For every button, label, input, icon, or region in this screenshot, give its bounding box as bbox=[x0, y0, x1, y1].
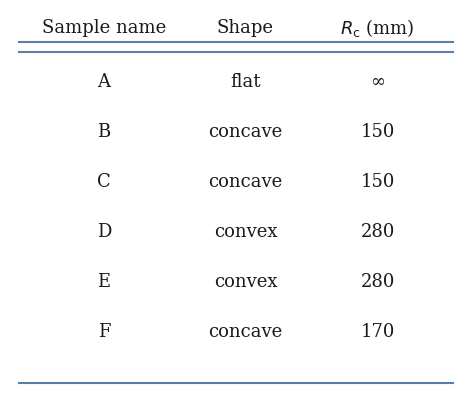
Text: concave: concave bbox=[208, 173, 283, 191]
Text: Sample name: Sample name bbox=[42, 19, 166, 37]
Text: flat: flat bbox=[230, 72, 261, 91]
Text: B: B bbox=[97, 123, 110, 141]
Text: convex: convex bbox=[214, 223, 277, 241]
Text: F: F bbox=[98, 323, 110, 341]
Text: A: A bbox=[97, 72, 110, 91]
Text: 170: 170 bbox=[361, 323, 395, 341]
Text: 150: 150 bbox=[361, 123, 395, 141]
Text: $R_{\rm c}$ (mm): $R_{\rm c}$ (mm) bbox=[340, 17, 415, 39]
Text: 280: 280 bbox=[361, 223, 395, 241]
Text: concave: concave bbox=[208, 123, 283, 141]
Text: convex: convex bbox=[214, 273, 277, 291]
Text: concave: concave bbox=[208, 323, 283, 341]
Text: D: D bbox=[97, 223, 111, 241]
Text: 280: 280 bbox=[361, 273, 395, 291]
Text: C: C bbox=[97, 173, 111, 191]
Text: 150: 150 bbox=[361, 173, 395, 191]
Text: ∞: ∞ bbox=[370, 72, 385, 91]
Text: Shape: Shape bbox=[217, 19, 274, 37]
Text: E: E bbox=[97, 273, 110, 291]
